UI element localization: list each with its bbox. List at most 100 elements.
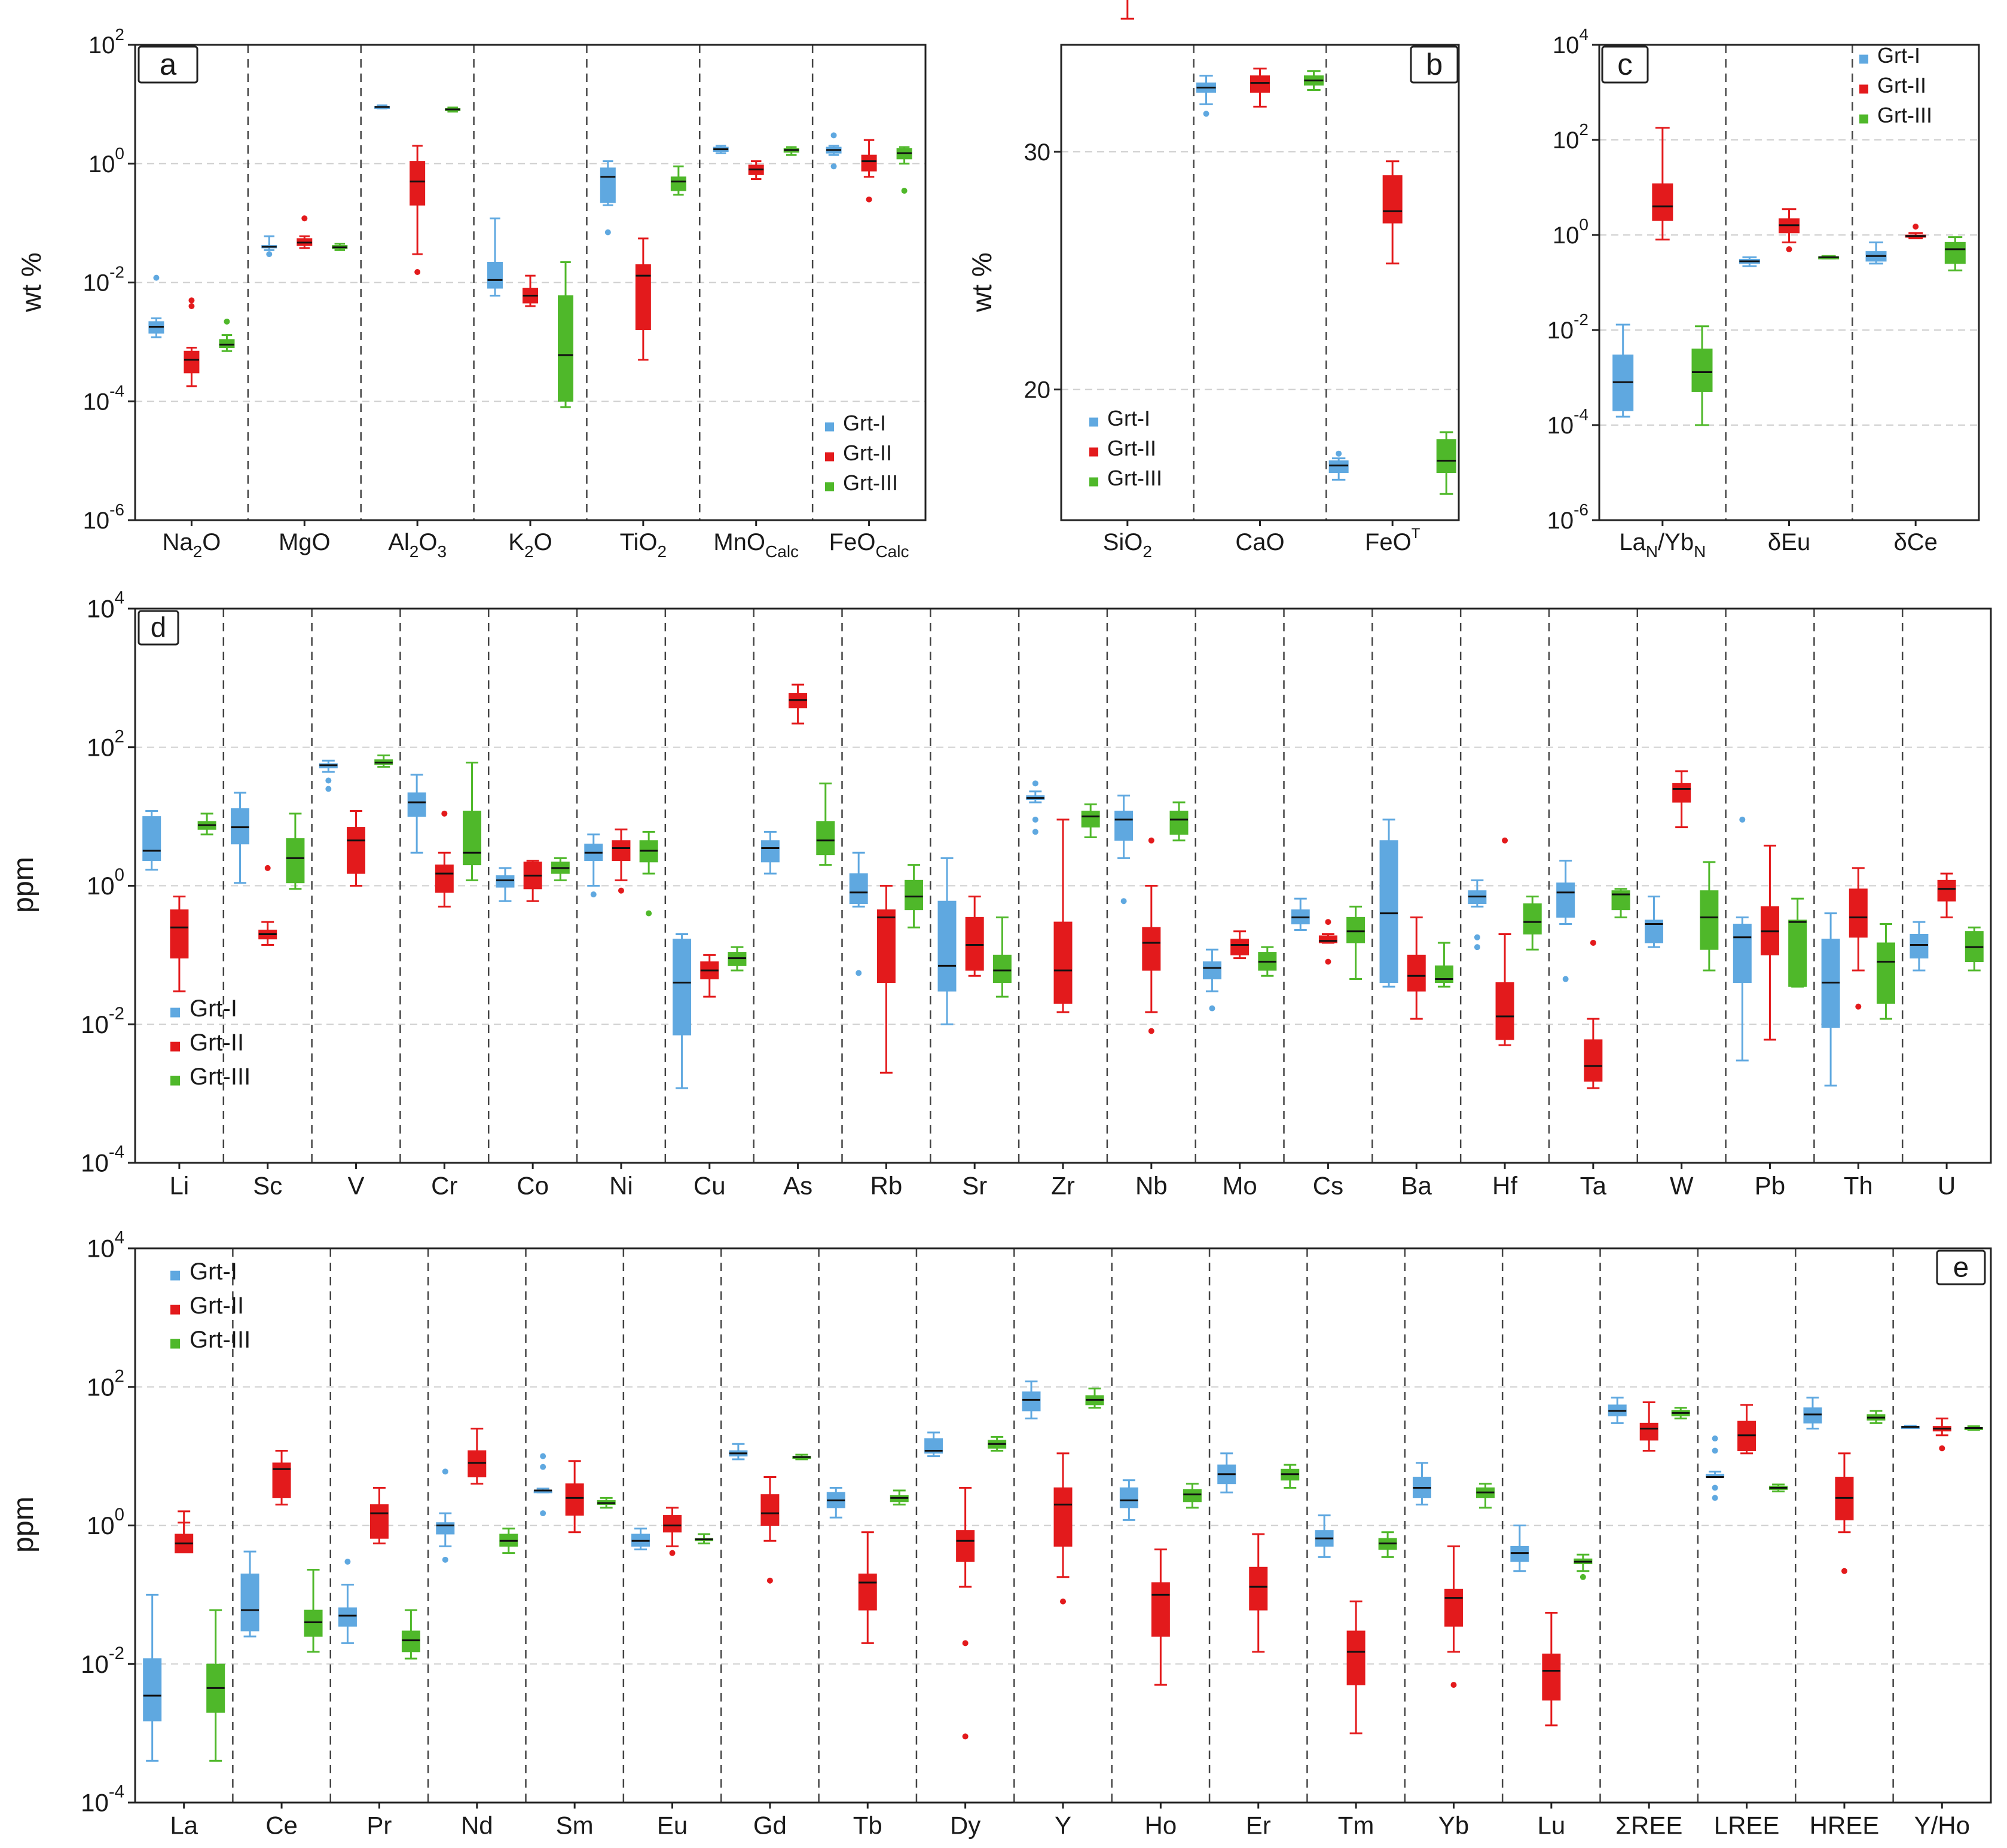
box bbox=[600, 167, 616, 203]
box bbox=[1081, 810, 1100, 828]
box bbox=[1230, 939, 1250, 955]
outlier-point bbox=[1841, 1568, 1847, 1574]
box bbox=[338, 1607, 357, 1627]
x-tick-label: Cs bbox=[1313, 1172, 1343, 1200]
box bbox=[1691, 349, 1713, 392]
box bbox=[1876, 942, 1895, 1004]
legend-label: Grt-II bbox=[1107, 436, 1156, 460]
x-tick-label: Y bbox=[1055, 1812, 1071, 1840]
panel-label-box bbox=[138, 45, 198, 84]
x-tick-label: Ta bbox=[1580, 1172, 1607, 1200]
x-tick-label: Cu bbox=[694, 1172, 726, 1200]
box bbox=[1249, 1566, 1268, 1611]
box bbox=[760, 840, 780, 863]
box bbox=[1053, 921, 1073, 1004]
x-tick-label: Li bbox=[170, 1172, 190, 1200]
y-tick-label: 10-2 bbox=[1547, 310, 1589, 344]
box bbox=[992, 954, 1012, 983]
box bbox=[861, 154, 877, 172]
outlier-point bbox=[1590, 939, 1596, 946]
plot-frame bbox=[134, 1247, 1992, 1804]
legend-swatch bbox=[825, 482, 834, 491]
x-tick-label: Tb bbox=[853, 1812, 882, 1840]
box bbox=[1346, 1630, 1366, 1685]
outlier-point bbox=[1148, 837, 1154, 844]
x-tick-label: Al2O3 bbox=[388, 529, 447, 561]
box bbox=[1022, 1391, 1041, 1412]
box bbox=[905, 879, 924, 911]
box bbox=[663, 1515, 682, 1533]
legend-swatch bbox=[170, 1007, 180, 1018]
panel-label-box bbox=[1936, 1250, 1986, 1285]
x-tick-label: Cr bbox=[431, 1172, 457, 1200]
x-tick-label: TiO2 bbox=[620, 529, 667, 561]
outlier-point bbox=[1712, 1447, 1718, 1454]
legend-swatch bbox=[170, 1305, 180, 1315]
x-tick-label: Nb bbox=[1135, 1172, 1168, 1200]
outlier-point bbox=[830, 163, 837, 170]
outlier-point bbox=[441, 810, 448, 817]
outlier-point bbox=[1336, 450, 1342, 457]
plot-frame bbox=[134, 607, 1992, 1164]
outlier-point bbox=[604, 229, 611, 236]
x-tick-label: CaO bbox=[1235, 529, 1284, 555]
legend-swatch bbox=[825, 452, 834, 462]
outlier-point bbox=[153, 274, 160, 281]
x-tick-label: Rb bbox=[870, 1172, 903, 1200]
box bbox=[1803, 1407, 1822, 1424]
y-tick-label: 100 bbox=[1553, 215, 1589, 249]
legend-label: Grt-II bbox=[190, 1293, 244, 1319]
legend-label: Grt-III bbox=[1107, 466, 1162, 490]
outlier-point bbox=[618, 887, 624, 894]
box bbox=[565, 1483, 584, 1516]
outlier-point bbox=[188, 297, 195, 304]
x-tick-label: Ba bbox=[1401, 1172, 1432, 1200]
outlier-point bbox=[962, 1733, 969, 1740]
box bbox=[436, 1522, 455, 1535]
x-tick-label: MnOCalc bbox=[713, 529, 799, 561]
outlier-point bbox=[1325, 919, 1331, 925]
outlier-point bbox=[646, 910, 652, 917]
y-tick-label: 102 bbox=[87, 1366, 124, 1401]
x-tick-label: Pb bbox=[1755, 1172, 1785, 1200]
x-tick-label: FeOCalc bbox=[829, 529, 909, 561]
y-tick-label: 10-4 bbox=[81, 1782, 124, 1817]
box bbox=[1788, 920, 1807, 987]
x-tick-label: δEu bbox=[1768, 529, 1810, 555]
outlier-point bbox=[1913, 224, 1919, 230]
box bbox=[1584, 1039, 1603, 1082]
box bbox=[1183, 1489, 1202, 1502]
box bbox=[1542, 1653, 1561, 1701]
box bbox=[1250, 75, 1270, 93]
legend-label: Grt-II bbox=[1877, 73, 1926, 97]
y-axis-label: ppm bbox=[7, 1496, 39, 1553]
box bbox=[401, 1630, 420, 1652]
box bbox=[369, 1504, 389, 1539]
panel-label-box bbox=[138, 610, 179, 646]
legend-swatch bbox=[170, 1270, 180, 1281]
x-tick-label: W bbox=[1670, 1172, 1694, 1200]
x-tick-label: La bbox=[170, 1812, 198, 1840]
y-tick-label: 104 bbox=[87, 588, 124, 623]
box bbox=[1169, 810, 1189, 835]
y-tick-label: 10-2 bbox=[83, 263, 124, 297]
box bbox=[558, 295, 574, 402]
y-tick-label: 10-6 bbox=[1547, 500, 1589, 534]
box bbox=[858, 1573, 877, 1611]
box bbox=[670, 176, 686, 191]
outlier-point bbox=[414, 269, 421, 276]
box bbox=[143, 1658, 162, 1722]
outlier-point bbox=[830, 132, 837, 139]
box bbox=[219, 339, 235, 349]
x-tick-label: Zr bbox=[1051, 1172, 1075, 1200]
outlier-point bbox=[1739, 816, 1746, 823]
box bbox=[612, 840, 631, 862]
outlier-point bbox=[1120, 898, 1127, 905]
outlier-point bbox=[224, 318, 230, 325]
outlier-point bbox=[962, 1640, 969, 1647]
legend-swatch bbox=[170, 1076, 180, 1086]
box bbox=[1700, 890, 1719, 950]
outlier-point bbox=[1712, 1484, 1718, 1491]
box bbox=[468, 1450, 487, 1478]
